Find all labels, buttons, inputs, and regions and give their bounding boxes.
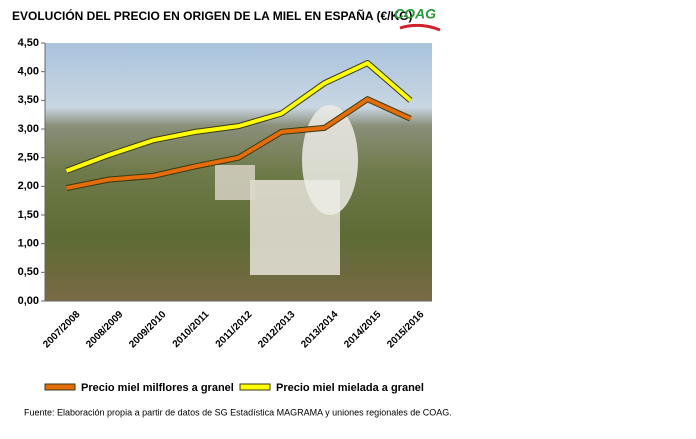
legend-swatch [44,383,76,391]
x-tick-label: 2008/2009 [84,309,126,351]
x-tick-label: 2010/2011 [171,309,212,350]
x-tick-label: 2011/2012 [214,309,255,350]
y-tick-label: 2,50 [18,152,39,164]
chart-title: EVOLUCIÓN DEL PRECIO EN ORIGEN DE LA MIE… [12,8,413,23]
x-tick-label: 2009/2010 [127,309,169,351]
series-line [66,97,412,191]
y-tick-label: 1,50 [18,209,39,221]
legend-swatch [239,383,271,391]
y-tick-label: 3,50 [18,94,39,106]
x-tick-label: 2015/2016 [385,309,427,351]
x-tick-label: 2013/2014 [299,309,341,351]
y-tick-label: 0,50 [18,266,39,278]
legend-label: Precio miel mielada a granel [276,382,424,394]
y-tick-label: 4,50 [18,37,39,49]
y-tick-label: 1,00 [18,238,39,250]
series-line [65,61,412,173]
y-tick-label: 4,00 [18,66,39,78]
logo-swoosh [399,23,441,32]
legend-label: Precio miel milflores a granel [81,382,234,394]
beekeeper-illustration [302,105,358,215]
x-tick-label: 2012/2013 [256,309,298,351]
beehive-illustration [215,165,255,200]
y-tick-label: 0,00 [18,295,39,307]
source-note: Fuente: Elaboración propia a partir de d… [24,407,452,417]
logo: COAG [394,6,436,22]
x-tick-label: 2014/2015 [342,309,384,351]
x-tick-label: 2007/2008 [41,309,83,351]
y-tick-label: 2,00 [18,180,39,192]
y-tick-label: 3,00 [18,123,39,135]
